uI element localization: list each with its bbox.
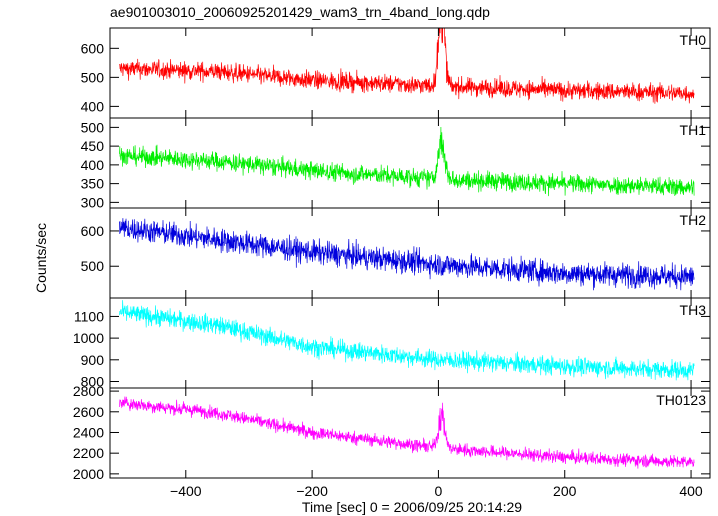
y-axis-label: Counts/sec [33,223,49,293]
x-tick-label: 0 [435,483,443,499]
y-tick-label: 400 [81,98,105,114]
y-tick-label: 300 [81,194,105,210]
series-line-th0123 [119,396,695,469]
y-tick-label: 500 [81,258,105,274]
x-tick-label: 200 [553,483,577,499]
y-tick-label: 900 [81,352,105,368]
panel-label: TH0 [680,32,707,48]
panel-th1: 300 350 400 450 500 TH1 [81,117,711,210]
panel-frame-th2 [109,207,711,299]
y-tick-label: 500 [81,69,105,85]
y-tick-label: 500 [81,119,105,135]
y-tick-label: 2200 [73,445,104,461]
y-tick-label: 1100 [74,308,104,324]
y-tick-label: 600 [81,40,105,56]
panel-frame-th3 [109,297,711,389]
series-line-th2 [119,218,695,291]
y-tick-label: 2600 [73,404,104,420]
series-line-th3 [119,300,695,381]
series-line-th1 [119,126,695,197]
panel-th2: 500 600 TH2 [81,207,711,299]
panel-label: TH2 [680,212,707,228]
x-tick-label: 400 [679,483,703,499]
y-tick-label: 400 [81,157,105,173]
x-axis-label: Time [sec] 0 = 2006/09/25 20:14:29 [302,499,522,515]
chart-title: ae901003010_20060925201429_wam3_trn_4ban… [110,4,490,20]
panel-label: TH0123 [656,392,706,408]
panel-th0123: 2000 2200 2400 2600 2800 TH0123 [73,383,711,482]
panels-group: 400 500 600 TH0 300 350 400 450 500 TH1 500 600 TH2 8… [73,27,711,499]
panel-label: TH1 [680,122,707,138]
y-tick-label: 600 [81,223,105,239]
y-tick-label: 2000 [73,466,104,482]
panel-label: TH3 [680,302,707,318]
panel-frame-th0123 [109,387,711,479]
y-tick-label: 2400 [73,424,104,440]
y-tick-label: 450 [81,138,105,154]
x-tick-label: −200 [296,483,328,499]
y-tick-label: 800 [81,373,105,389]
y-tick-label: 2800 [73,383,104,399]
series-line-th0 [119,28,695,104]
panel-th3: 800 900 1000 1100 TH3 [73,297,711,389]
x-tick-label: −400 [170,483,202,499]
y-tick-label: 350 [81,176,105,192]
y-tick-label: 1000 [73,330,104,346]
